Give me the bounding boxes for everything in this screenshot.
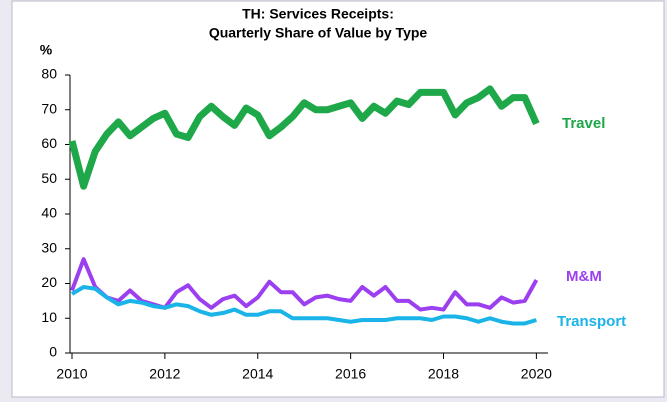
chart-title: Quarterly Share of Value by Type <box>209 25 428 41</box>
x-tick-label: 2016 <box>335 366 366 382</box>
y-tick-label: 80 <box>41 66 57 82</box>
series-line <box>68 85 540 190</box>
series-label: Travel <box>562 115 605 132</box>
series-label: Transport <box>557 313 626 330</box>
y-tick-label: 50 <box>41 170 57 186</box>
y-tick-label: 10 <box>41 309 57 325</box>
y-tick-label: 30 <box>41 239 57 255</box>
y-axis-label: % <box>40 42 53 58</box>
x-tick-label: 2018 <box>428 366 459 382</box>
y-tick-label: 70 <box>41 100 57 116</box>
x-tick-label: 2020 <box>521 366 552 382</box>
series-label: M&M <box>566 268 602 285</box>
chart-panel <box>11 0 665 398</box>
series-line <box>70 284 537 326</box>
y-tick-label: 20 <box>41 274 57 290</box>
y-tick-label: 60 <box>41 135 57 151</box>
x-tick-label: 2010 <box>56 366 87 382</box>
y-tick-label: 40 <box>41 205 57 221</box>
chart-title: TH: Services Receipts: <box>242 6 394 22</box>
y-tick-label: 0 <box>49 344 57 360</box>
x-tick-label: 2014 <box>242 366 273 382</box>
x-tick-label: 2012 <box>149 366 180 382</box>
